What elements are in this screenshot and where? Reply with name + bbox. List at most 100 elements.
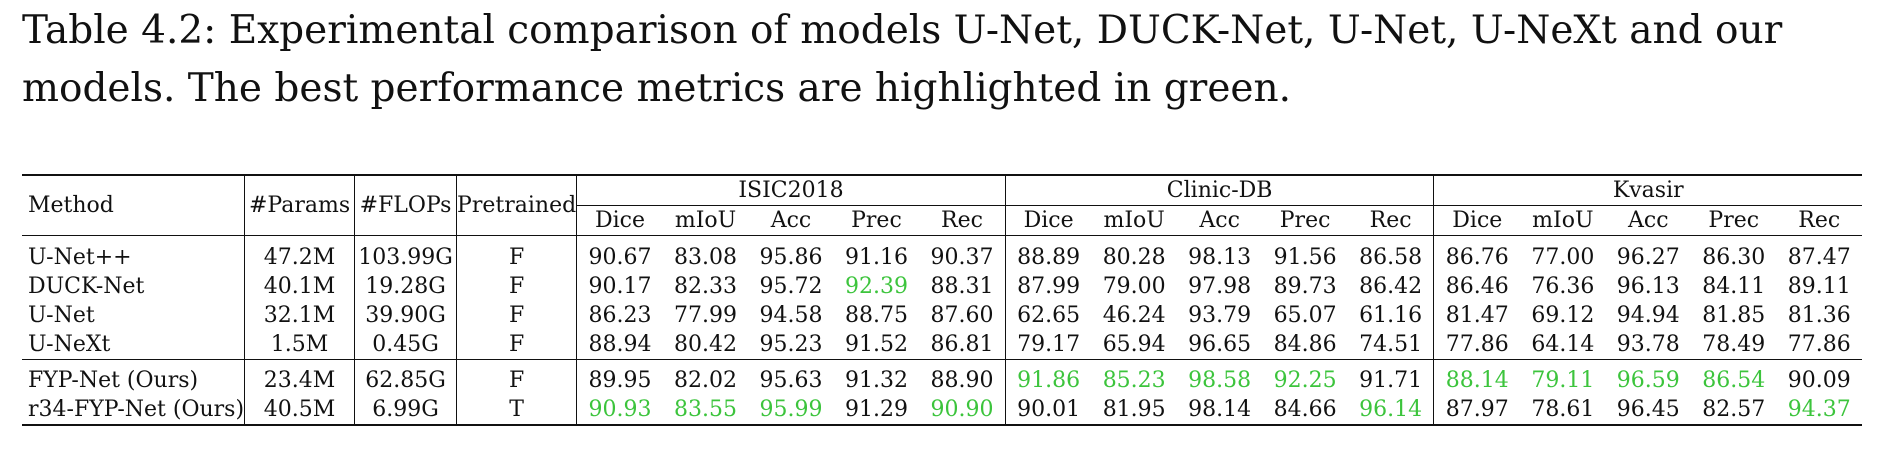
metric-value-cell: 97.98	[1188, 274, 1252, 299]
params-cell: 40.5M	[244, 395, 355, 426]
params-cell: 32.1M	[244, 301, 355, 330]
metric-value-cell: 96.14	[1347, 395, 1434, 426]
table-row: FYP-Net (Ours) 23.4M 62.85G F 89.95 82.02 95.6…	[22, 366, 1862, 395]
metric-value-cell: 91.29	[833, 395, 920, 426]
method-cell: FYP-Net (Ours)	[28, 368, 199, 393]
header-dataset-kvasir: Kvasir	[1433, 174, 1862, 206]
metric-value-cell: 86.23	[576, 301, 663, 330]
metric-value-cell: 81.85	[1702, 303, 1766, 328]
metric-value-cell: 91.32	[844, 368, 908, 393]
metric-value-cell: 91.16	[844, 245, 908, 270]
metric-value-cell: 90.67	[576, 243, 663, 272]
metric-value-cell: 85.23	[1102, 368, 1166, 393]
flops-cell: 0.45G	[354, 330, 457, 360]
metric-value-cell: 81.47	[1433, 301, 1521, 330]
metric-value-cell: 87.47	[1787, 245, 1851, 270]
metric-value-cell: 90.93	[576, 395, 663, 426]
metric-value-cell: 88.14	[1433, 366, 1521, 395]
metric-value-cell: 94.94	[1616, 303, 1680, 328]
metric-value-cell: 87.60	[930, 303, 994, 328]
metric-value-cell: 89.73	[1273, 274, 1337, 299]
metric-value-cell: 62.65	[1004, 301, 1092, 330]
metric-value-cell: 82.57	[1691, 395, 1777, 426]
flops-cell: 103.99G	[354, 243, 457, 272]
pretrained-cell: F	[456, 243, 577, 272]
metric-value-cell: 69.12	[1531, 303, 1595, 328]
metric-value-cell: 88.89	[1004, 243, 1092, 272]
header-metric: Acc	[1176, 205, 1263, 236]
metric-value-cell: 84.66	[1262, 395, 1348, 426]
metric-value-cell: 86.30	[1702, 245, 1766, 270]
params-cell: 47.2M	[244, 243, 355, 272]
metric-value-cell: 88.94	[576, 330, 663, 360]
metric-value-cell: 78.49	[1702, 332, 1766, 357]
metric-value-cell: 61.16	[1359, 303, 1423, 328]
metric-value-cell: 96.27	[1616, 245, 1680, 270]
params-cell: 40.1M	[244, 272, 355, 301]
metric-value-cell: 81.95	[1091, 395, 1177, 426]
metric-value-cell: 91.52	[844, 332, 908, 357]
header-params: #Params	[244, 174, 355, 236]
metric-value-cell: 96.65	[1188, 332, 1252, 357]
header-dataset-clinicdb: Clinic-DB	[1004, 174, 1434, 206]
table-row: DUCK-Net 40.1M 19.28G F 90.17 82.33 95.72 92.39…	[22, 272, 1862, 301]
metric-value-cell: 77.86	[1433, 330, 1521, 360]
metric-value-cell: 95.72	[759, 274, 823, 299]
metric-value-cell: 87.99	[1004, 272, 1092, 301]
metric-value-cell: 98.14	[1176, 395, 1263, 426]
pretrained-cell: T	[456, 395, 577, 426]
metric-value-cell: 83.08	[674, 245, 738, 270]
flops-cell: 6.99G	[354, 395, 457, 426]
metric-value-cell: 96.45	[1605, 395, 1691, 426]
pretrained-cell: F	[456, 366, 577, 395]
metric-value-cell: 80.42	[674, 332, 738, 357]
metric-value-cell: 95.99	[748, 395, 834, 426]
table-rule	[22, 359, 1862, 366]
metric-value-cell: 96.13	[1616, 274, 1680, 299]
comparison-table-container: Method #Params #FLOPs Pretrained ISIC201…	[22, 174, 1862, 426]
pretrained-cell: F	[456, 272, 577, 301]
metric-value-cell: 65.94	[1102, 332, 1166, 357]
metric-value-cell: 98.13	[1188, 245, 1252, 270]
header-method: Method	[22, 174, 245, 236]
metric-value-cell: 78.61	[1520, 395, 1606, 426]
method-cell: U-Net	[28, 303, 95, 328]
header-row-top: Method #Params #FLOPs Pretrained ISIC201…	[22, 174, 1862, 236]
metric-value-cell: 94.37	[1776, 395, 1862, 426]
metric-value-cell: 90.09	[1787, 368, 1851, 393]
metric-value-cell: 82.02	[674, 368, 738, 393]
metric-value-cell: 89.95	[576, 366, 663, 395]
metric-value-cell: 98.58	[1188, 368, 1252, 393]
metric-value-cell: 93.78	[1616, 332, 1680, 357]
metric-value-cell: 90.17	[576, 272, 663, 301]
metric-value-cell: 91.56	[1273, 245, 1337, 270]
metric-value-cell: 79.00	[1102, 274, 1166, 299]
metric-value-cell: 94.58	[759, 303, 823, 328]
metric-value-cell: 93.79	[1188, 303, 1252, 328]
metric-value-cell: 86.54	[1702, 368, 1766, 393]
metric-value-cell: 96.59	[1616, 368, 1680, 393]
table-row: U-NeXt 1.5M 0.45G F 88.94 80.42 95.23 91.52 86.8…	[22, 330, 1862, 360]
table-caption: Table 4.2: Experimental comparison of mo…	[22, 8, 1783, 111]
header-metric: Prec	[833, 205, 920, 236]
header-metric: mIoU	[1520, 205, 1606, 236]
flops-cell: 62.85G	[354, 366, 457, 395]
metric-value-cell: 79.11	[1531, 368, 1595, 393]
metric-value-cell: 88.90	[930, 368, 994, 393]
metric-value-cell: 86.42	[1359, 274, 1423, 299]
header-metric: Rec	[1347, 205, 1434, 236]
metric-value-cell: 89.11	[1787, 274, 1851, 299]
params-cell: 23.4M	[244, 366, 355, 395]
method-cell: U-NeXt	[28, 332, 111, 357]
metric-value-cell: 95.23	[759, 332, 823, 357]
method-cell: r34-FYP-Net (Ours)	[22, 395, 245, 426]
flops-cell: 19.28G	[354, 272, 457, 301]
metric-value-cell: 91.86	[1004, 366, 1092, 395]
pretrained-cell: F	[456, 330, 577, 360]
header-metric: Dice	[1004, 205, 1092, 236]
header-flops: #FLOPs	[354, 174, 457, 236]
header-pretrained: Pretrained	[456, 174, 577, 236]
metric-value-cell: 90.01	[1004, 395, 1092, 426]
table-row: U-Net 32.1M 39.90G F 86.23 77.99 94.58 88.75 87.…	[22, 301, 1862, 330]
metric-value-cell: 79.17	[1004, 330, 1092, 360]
